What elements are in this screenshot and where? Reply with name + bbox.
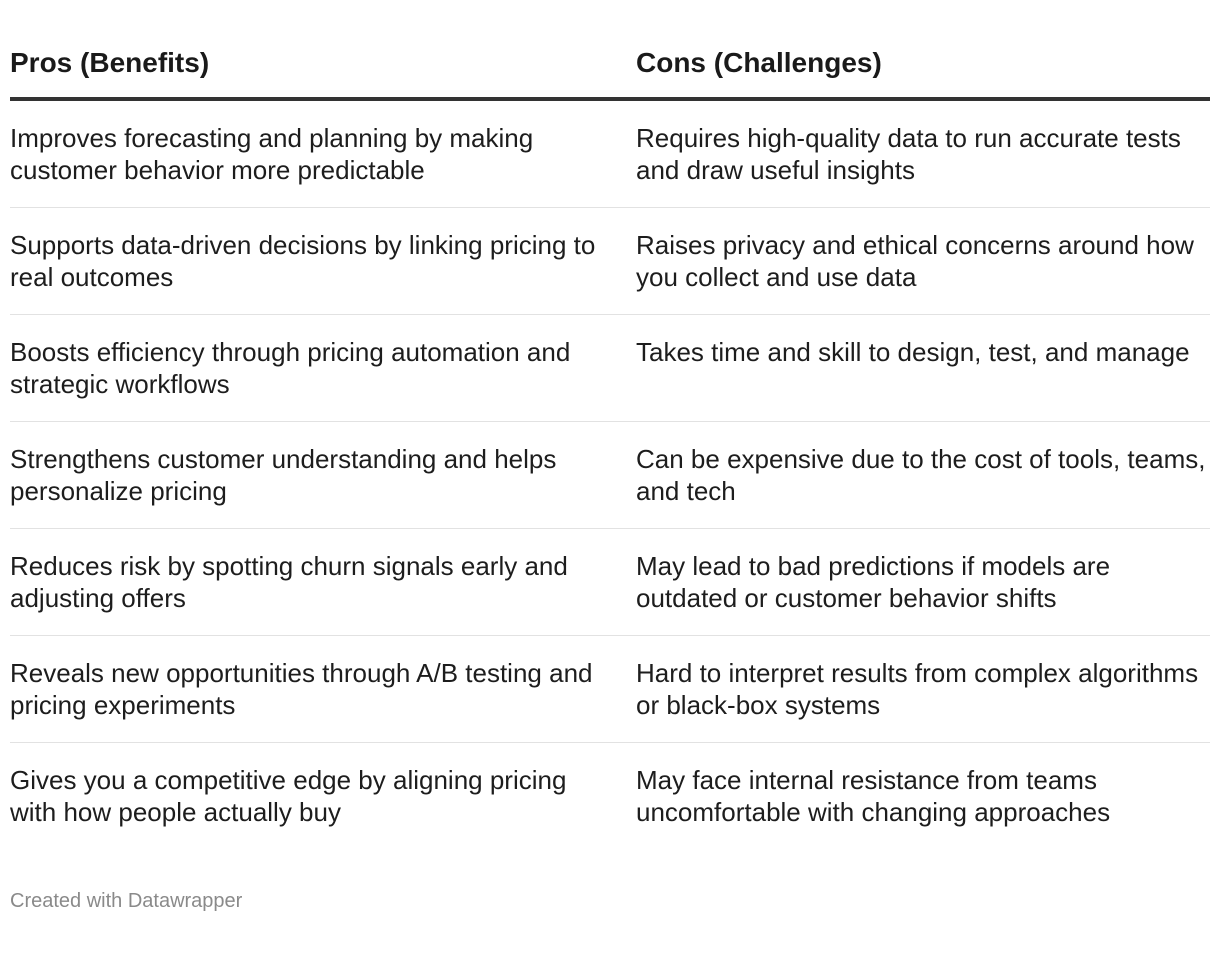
table-row: Boosts efficiency through pricing automa…: [10, 314, 1210, 422]
table-row: Strengthens customer understanding and h…: [10, 421, 1210, 529]
cons-cell: Requires high-quality data to run accura…: [636, 99, 1210, 208]
cons-cell: May face internal resistance from teams …: [636, 765, 1111, 827]
pros-column-header: Pros (Benefits): [10, 41, 636, 101]
datawrapper-credit[interactable]: Created with Datawrapper: [10, 890, 243, 912]
cons-column-header: Cons (Challenges): [636, 41, 1210, 101]
pros-cell: Strengthens customer understanding and h…: [10, 421, 636, 529]
table-row: Reduces risk by spotting churn signals e…: [10, 528, 1210, 636]
pros-cell: Reduces risk by spotting churn signals e…: [10, 528, 636, 636]
cons-cell: Raises privacy and ethical concerns arou…: [636, 207, 1210, 315]
pros-cell: Boosts efficiency through pricing automa…: [10, 314, 636, 422]
cons-cell: Takes time and skill to design, test, an…: [636, 314, 1210, 422]
pros-cell: Improves forecasting and planning by mak…: [10, 99, 636, 208]
pros-cell: Gives you a competitive edge by aligning…: [10, 765, 567, 827]
table-row: Gives you a competitive edge by aligning…: [10, 743, 1210, 850]
pros-cons-table: Pros (Benefits) Cons (Challenges) Improv…: [10, 41, 1210, 849]
table-row: Improves forecasting and planning by mak…: [10, 99, 1210, 208]
table-header-row: Pros (Benefits) Cons (Challenges): [10, 41, 1210, 101]
table-row: Supports data-driven decisions by linkin…: [10, 207, 1210, 315]
pros-cell: Supports data-driven decisions by linkin…: [10, 207, 636, 315]
table-row: Reveals new opportunities through A/B te…: [10, 635, 1210, 743]
cons-cell: Hard to interpret results from complex a…: [636, 635, 1210, 743]
pros-cell: Reveals new opportunities through A/B te…: [10, 635, 636, 743]
pros-cons-table-container: Pros (Benefits) Cons (Challenges) Improv…: [10, 41, 1210, 914]
cons-cell: Can be expensive due to the cost of tool…: [636, 421, 1210, 529]
cons-cell: May lead to bad predictions if models ar…: [636, 528, 1210, 636]
